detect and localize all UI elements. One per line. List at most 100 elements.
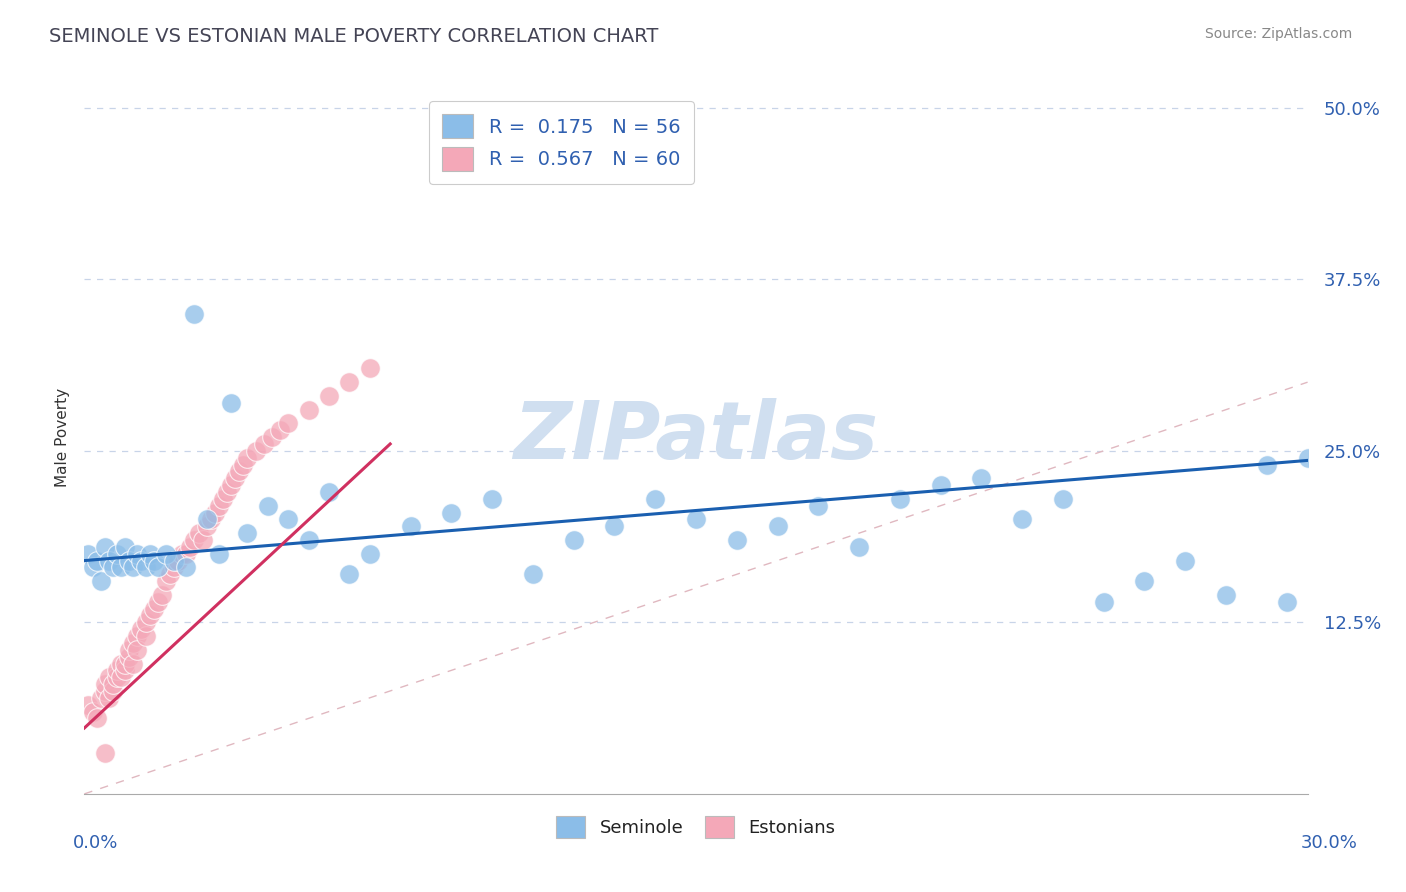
Point — [219, 478, 242, 492]
Point — [1296, 450, 1319, 465]
Point — [260, 430, 283, 444]
Point — [97, 553, 120, 567]
Text: 30.0%: 30.0% — [1301, 834, 1357, 852]
Point — [183, 307, 205, 321]
Point — [298, 402, 321, 417]
Point — [224, 471, 246, 485]
Point — [101, 677, 124, 691]
Point — [195, 512, 218, 526]
Point — [110, 670, 132, 684]
Point — [1277, 595, 1299, 609]
Point — [1092, 595, 1115, 609]
Point — [131, 553, 153, 567]
Point — [105, 547, 128, 561]
Point — [318, 485, 340, 500]
Legend: Seminole, Estonians: Seminole, Estonians — [550, 809, 842, 846]
Point — [685, 512, 707, 526]
Point — [208, 499, 231, 513]
Point — [236, 526, 259, 541]
Text: ZIPatlas: ZIPatlas — [513, 398, 879, 476]
Point — [127, 629, 149, 643]
Point — [118, 642, 141, 657]
Point — [146, 560, 169, 574]
Point — [163, 553, 186, 567]
Point — [97, 690, 120, 705]
Point — [200, 512, 222, 526]
Point — [105, 664, 128, 678]
Point — [970, 471, 993, 485]
Point — [191, 533, 214, 547]
Point — [77, 547, 100, 561]
Point — [1215, 588, 1237, 602]
Point — [138, 547, 160, 561]
Point — [236, 450, 259, 465]
Point — [481, 491, 503, 506]
Point — [339, 375, 361, 389]
Point — [82, 705, 104, 719]
Point — [90, 574, 112, 589]
Point — [212, 491, 235, 506]
Point — [159, 567, 181, 582]
Point — [163, 560, 186, 574]
Point — [174, 560, 197, 574]
Point — [359, 361, 381, 376]
Point — [359, 547, 381, 561]
Point — [1133, 574, 1156, 589]
Point — [114, 657, 136, 671]
Point — [93, 746, 115, 760]
Point — [766, 519, 789, 533]
Point — [150, 588, 173, 602]
Point — [440, 506, 463, 520]
Point — [86, 711, 108, 725]
Point — [245, 443, 267, 458]
Point — [93, 684, 115, 698]
Point — [135, 560, 157, 574]
Point — [90, 690, 112, 705]
Point — [172, 547, 194, 561]
Point — [77, 698, 100, 712]
Point — [339, 567, 361, 582]
Point — [86, 553, 108, 567]
Point — [155, 547, 177, 561]
Point — [138, 608, 160, 623]
Point — [298, 533, 321, 547]
Point — [562, 533, 585, 547]
Point — [644, 491, 666, 506]
Point — [101, 684, 124, 698]
Point — [522, 567, 544, 582]
Point — [127, 642, 149, 657]
Point — [219, 396, 242, 410]
Point — [118, 553, 141, 567]
Point — [142, 601, 165, 615]
Point — [1256, 458, 1278, 472]
Text: 0.0%: 0.0% — [73, 834, 118, 852]
Point — [208, 547, 231, 561]
Point — [179, 540, 201, 554]
Point — [110, 560, 132, 574]
Y-axis label: Male Poverty: Male Poverty — [55, 387, 70, 487]
Point — [97, 670, 120, 684]
Point — [257, 499, 280, 513]
Point — [93, 540, 115, 554]
Point — [114, 664, 136, 678]
Point — [122, 636, 145, 650]
Point — [122, 560, 145, 574]
Point — [603, 519, 626, 533]
Point — [93, 677, 115, 691]
Point — [253, 437, 276, 451]
Point — [277, 417, 299, 431]
Point — [183, 533, 205, 547]
Point — [105, 670, 128, 684]
Point — [146, 595, 169, 609]
Point — [277, 512, 299, 526]
Point — [1174, 553, 1197, 567]
Point — [399, 519, 422, 533]
Point — [269, 423, 291, 437]
Point — [232, 458, 254, 472]
Point — [1052, 491, 1074, 506]
Point — [217, 485, 239, 500]
Point — [101, 560, 124, 574]
Point — [135, 629, 157, 643]
Point — [195, 519, 218, 533]
Point — [204, 506, 226, 520]
